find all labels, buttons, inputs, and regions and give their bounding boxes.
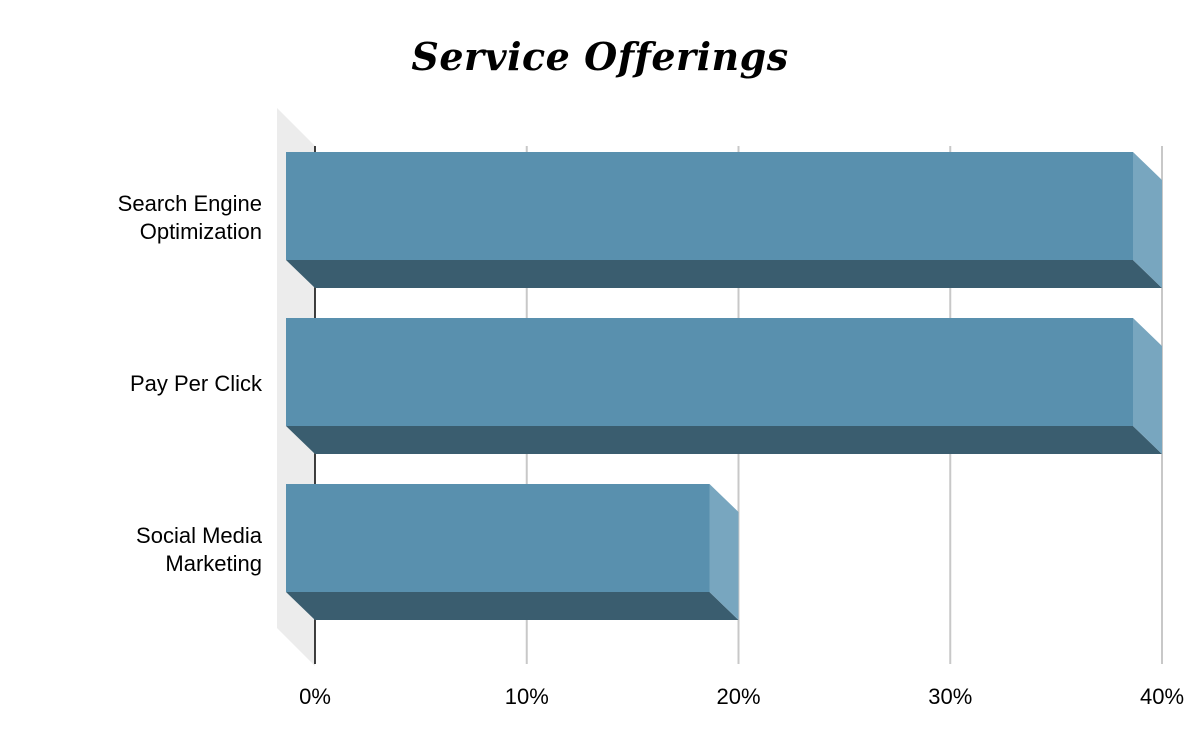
bar-side-face (709, 484, 739, 620)
category-label: Pay Per Click (130, 371, 263, 396)
bar (286, 318, 1162, 454)
bar-bottom-face (286, 260, 1162, 288)
bar-bottom-face (286, 426, 1162, 454)
bar-front-face (286, 152, 1133, 260)
category-label: Optimization (140, 219, 262, 244)
x-tick-label: 10% (505, 684, 549, 709)
bar-front-face (286, 318, 1133, 426)
bar-side-face (1133, 152, 1162, 288)
bar-front-face (286, 484, 710, 592)
bar (286, 484, 739, 620)
bar (286, 152, 1162, 288)
x-tick-label: 0% (299, 684, 331, 709)
category-label: Marketing (165, 551, 262, 576)
category-label: Social Media (136, 523, 263, 548)
chart-title: Service Offerings (411, 34, 789, 79)
x-tick-label: 40% (1140, 684, 1184, 709)
category-label: Search Engine (118, 191, 262, 216)
x-tick-label: 30% (928, 684, 972, 709)
x-tick-label: 20% (716, 684, 760, 709)
bar-bottom-face (286, 592, 739, 620)
bar-side-face (1133, 318, 1162, 454)
